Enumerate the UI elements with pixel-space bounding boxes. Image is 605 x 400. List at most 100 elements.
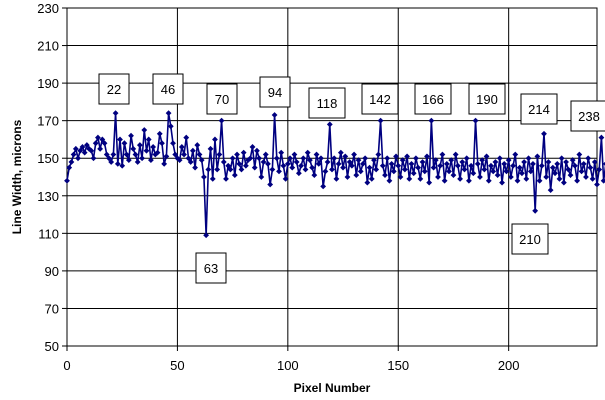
data-point	[368, 175, 375, 182]
data-point	[209, 175, 216, 182]
data-point	[178, 144, 185, 150]
data-point	[167, 123, 174, 130]
data-point	[594, 181, 600, 188]
callout-label: 118	[317, 96, 338, 111]
data-point	[415, 164, 422, 171]
data-point	[450, 172, 457, 179]
data-point	[496, 155, 503, 162]
data-point	[435, 174, 441, 180]
data-point	[357, 168, 364, 175]
data-point	[355, 157, 362, 163]
data-point	[141, 127, 148, 133]
data-point	[143, 147, 150, 154]
data-point	[379, 162, 386, 169]
data-point	[490, 168, 497, 175]
data-point	[399, 157, 406, 163]
callout-box	[98, 73, 130, 105]
data-point	[530, 160, 536, 167]
data-point	[558, 155, 565, 162]
data-point	[86, 145, 92, 152]
y-tick-label: 110	[38, 226, 59, 241]
data-point	[106, 155, 112, 162]
data-point	[247, 155, 254, 162]
data-point	[587, 164, 594, 171]
data-point	[384, 155, 391, 162]
data-point	[366, 164, 373, 171]
callout-box	[308, 87, 346, 119]
data-point	[353, 172, 360, 179]
data-point	[547, 187, 554, 194]
data-point	[401, 166, 408, 173]
data-point	[543, 174, 550, 180]
data-point	[172, 151, 179, 158]
y-tick-label: 190	[37, 76, 59, 91]
data-point	[371, 157, 377, 163]
data-point	[446, 168, 452, 175]
data-point	[390, 168, 397, 175]
data-point	[457, 175, 463, 182]
data-point	[223, 175, 229, 182]
data-point	[331, 155, 338, 162]
data-point	[408, 160, 415, 167]
data-point	[117, 136, 123, 143]
x-tick-label: 150	[387, 358, 409, 373]
callout-label: 94	[268, 85, 282, 100]
data-point	[136, 142, 143, 148]
callout-label: 210	[519, 232, 541, 247]
callout-box	[206, 83, 238, 115]
data-point	[183, 134, 190, 141]
data-point	[516, 164, 523, 171]
data-point	[304, 149, 311, 156]
data-point	[461, 166, 468, 173]
data-point	[549, 164, 556, 171]
data-point	[505, 157, 512, 163]
data-point	[216, 151, 223, 158]
data-point	[95, 134, 101, 141]
data-point	[364, 179, 371, 186]
callout-label: 238	[578, 109, 600, 124]
x-tick-label: 200	[498, 358, 520, 373]
y-tick-label: 50	[45, 339, 59, 354]
x-axis-title: Pixel Number	[294, 381, 371, 395]
callout-box	[259, 76, 291, 108]
data-point	[123, 151, 130, 158]
data-point	[77, 147, 84, 154]
data-point	[145, 136, 152, 143]
data-point	[541, 130, 547, 137]
callout-label: 22	[107, 82, 121, 97]
data-point	[225, 162, 232, 169]
y-tick-label: 170	[37, 114, 59, 129]
data-point	[499, 179, 505, 186]
data-point	[309, 164, 316, 171]
data-point	[492, 159, 499, 165]
data-point	[521, 159, 528, 165]
data-point	[324, 159, 331, 165]
data-point	[201, 174, 207, 180]
data-point	[320, 183, 327, 190]
y-tick-label: 90	[45, 264, 59, 279]
data-point	[432, 157, 439, 163]
data-point	[523, 175, 530, 182]
data-point	[428, 117, 435, 124]
data-point	[362, 155, 369, 162]
data-point	[64, 177, 70, 184]
data-point	[503, 168, 510, 175]
data-point	[66, 164, 73, 171]
data-point	[318, 155, 324, 162]
data-point	[198, 157, 205, 163]
data-point	[596, 166, 603, 173]
data-point	[545, 159, 552, 165]
data-point	[598, 134, 605, 141]
callout-box	[152, 73, 184, 105]
data-point	[68, 159, 75, 165]
data-point	[189, 147, 196, 154]
data-point	[337, 149, 344, 156]
data-point	[92, 140, 99, 147]
data-point	[152, 151, 159, 158]
data-point	[329, 166, 335, 173]
data-point	[454, 162, 461, 169]
data-point	[207, 145, 214, 152]
data-point	[373, 166, 380, 173]
data-point	[421, 168, 428, 175]
data-point	[483, 153, 490, 160]
